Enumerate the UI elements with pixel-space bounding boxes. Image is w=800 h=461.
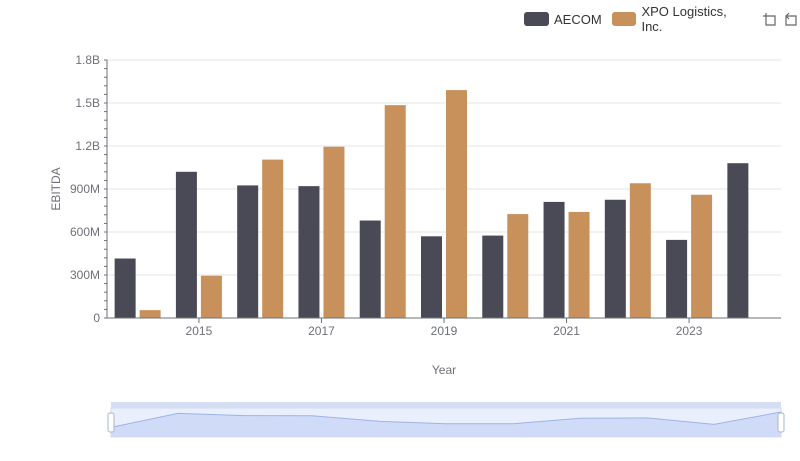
bar-aecom-2024[interactable] (727, 163, 749, 318)
data-zoom-handle-right[interactable] (777, 412, 785, 433)
legend-item-aecom[interactable]: AECOM (524, 12, 602, 27)
bars (114, 90, 749, 319)
bar-aecom-2023[interactable] (666, 239, 688, 318)
x-axis-title: Year (432, 363, 456, 377)
data-zoom-preview-line (110, 411, 782, 428)
legend-label-aecom: AECOM (554, 11, 602, 27)
bar-aecom-2018[interactable] (359, 220, 381, 318)
y-axis-ticks: 0 300M 600M 900M 1.2B 1.5B 1.8B (70, 53, 108, 325)
data-zoom-slider[interactable] (107, 402, 785, 438)
grid (107, 59, 781, 276)
data-zoom-move-bar[interactable] (111, 402, 781, 408)
x-tick-label: 2019 (431, 324, 458, 338)
legend-item-xpo[interactable]: XPO Logistics, Inc. (611, 4, 751, 34)
bar-xpo-2014[interactable] (139, 310, 161, 318)
bar-aecom-2014[interactable] (114, 258, 136, 318)
data-zoom-handle-left[interactable] (107, 412, 115, 433)
y-tick-label: 1.5B (75, 96, 100, 110)
bar-aecom-2020[interactable] (482, 235, 504, 318)
bar-xpo-2018[interactable] (384, 105, 406, 319)
bar-xpo-2017[interactable] (323, 146, 345, 318)
bar-xpo-2023[interactable] (691, 194, 713, 318)
bar-xpo-2015[interactable] (200, 275, 222, 318)
y-tick-label: 900M (70, 182, 100, 196)
x-tick-label: 2017 (308, 324, 335, 338)
legend-swatch-aecom (524, 12, 549, 26)
legend: AECOM XPO Logistics, Inc. (524, 4, 800, 34)
zoom-icon[interactable] (760, 10, 778, 28)
bar-xpo-2016[interactable] (262, 159, 284, 318)
x-tick-label: 2021 (553, 324, 580, 338)
bar-xpo-2021[interactable] (568, 211, 590, 318)
y-axis-title: EBITDA (49, 167, 63, 210)
y-tick-label: 300M (70, 268, 100, 282)
bar-aecom-2021[interactable] (543, 201, 565, 318)
bar-aecom-2015[interactable] (175, 171, 197, 318)
bar-aecom-2017[interactable] (298, 186, 320, 318)
y-tick-label: 1.8B (75, 53, 100, 67)
legend-label-xpo: XPO Logistics, Inc. (641, 4, 727, 34)
y-tick-label: 0 (93, 311, 100, 325)
bar-aecom-2019[interactable] (421, 236, 442, 318)
x-axis: 2015 2017 2019 2021 2023 (107, 317, 781, 338)
x-tick-label: 2023 (676, 324, 703, 338)
y-tick-label: 600M (70, 225, 100, 239)
legend-swatch-xpo (611, 12, 637, 26)
bar-xpo-2020[interactable] (507, 214, 529, 318)
restore-icon[interactable] (782, 10, 800, 28)
bar-xpo-2022[interactable] (629, 183, 651, 318)
bar-xpo-2019[interactable] (446, 90, 467, 318)
bar-aecom-2016[interactable] (237, 185, 259, 318)
x-tick-label: 2015 (186, 324, 213, 338)
y-tick-label: 1.2B (75, 139, 100, 153)
bar-aecom-2022[interactable] (604, 199, 626, 318)
